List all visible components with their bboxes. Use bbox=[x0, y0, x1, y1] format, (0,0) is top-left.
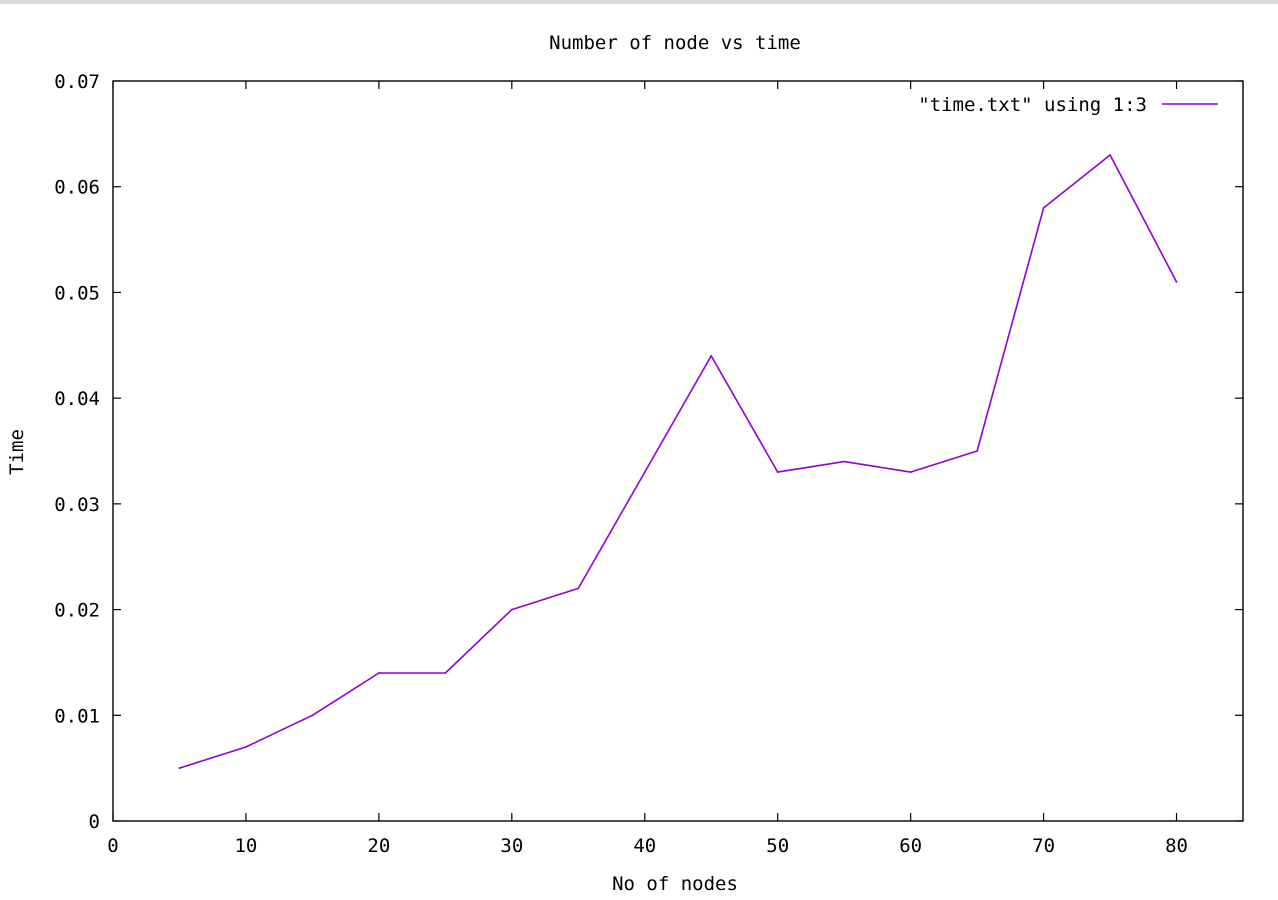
data-point bbox=[643, 471, 646, 474]
plot-frame bbox=[112, 80, 1244, 822]
data-point bbox=[1109, 154, 1111, 156]
y-axis-ticks: 0 0.01 0.02 0.03 0.04 0.05 0.06 0.07 bbox=[54, 71, 1243, 833]
y-tick-label: 0.01 bbox=[54, 705, 100, 727]
chart-title: Number of node vs time bbox=[549, 32, 801, 54]
legend: "time.txt" using 1:3 bbox=[918, 94, 1218, 116]
data-point bbox=[577, 587, 580, 590]
x-tick-label: 50 bbox=[766, 835, 789, 857]
y-tick-label: 0.07 bbox=[54, 71, 100, 93]
legend-label: "time.txt" using 1:3 bbox=[918, 94, 1147, 116]
x-tick-label: 20 bbox=[367, 835, 390, 857]
window-top-border bbox=[0, 0, 1278, 4]
x-tick-label: 80 bbox=[1165, 835, 1188, 857]
data-point bbox=[444, 672, 447, 674]
series-layer bbox=[178, 154, 1178, 770]
series-line bbox=[179, 154, 1178, 769]
y-tick-label: 0 bbox=[89, 811, 100, 833]
data-point bbox=[178, 767, 181, 770]
x-tick-label: 70 bbox=[1032, 835, 1055, 857]
x-tick-label: 10 bbox=[234, 835, 257, 857]
x-tick-label: 40 bbox=[633, 835, 656, 857]
data-point bbox=[311, 714, 314, 717]
data-point bbox=[976, 450, 979, 452]
y-tick-label: 0.04 bbox=[54, 388, 100, 410]
data-point bbox=[909, 471, 912, 474]
x-axis-label: No of nodes bbox=[612, 873, 738, 895]
data-point bbox=[776, 471, 779, 474]
y-tick-label: 0.06 bbox=[54, 177, 100, 199]
data-point bbox=[843, 460, 846, 463]
x-axis-ticks: 0 10 20 30 40 50 60 70 80 bbox=[107, 81, 1188, 857]
x-tick-label: 30 bbox=[500, 835, 523, 857]
data-point bbox=[510, 608, 513, 611]
data-point bbox=[377, 672, 380, 674]
data-point bbox=[1175, 280, 1178, 283]
y-tick-label: 0.02 bbox=[54, 600, 100, 622]
y-axis-label: Time bbox=[6, 429, 28, 475]
x-tick-label: 60 bbox=[899, 835, 922, 857]
x-tick-label: 0 bbox=[107, 835, 118, 857]
y-tick-label: 0.05 bbox=[54, 282, 100, 304]
y-tick-label: 0.03 bbox=[54, 494, 100, 516]
data-point bbox=[710, 354, 713, 357]
data-point bbox=[1042, 206, 1045, 209]
data-point bbox=[245, 746, 247, 748]
